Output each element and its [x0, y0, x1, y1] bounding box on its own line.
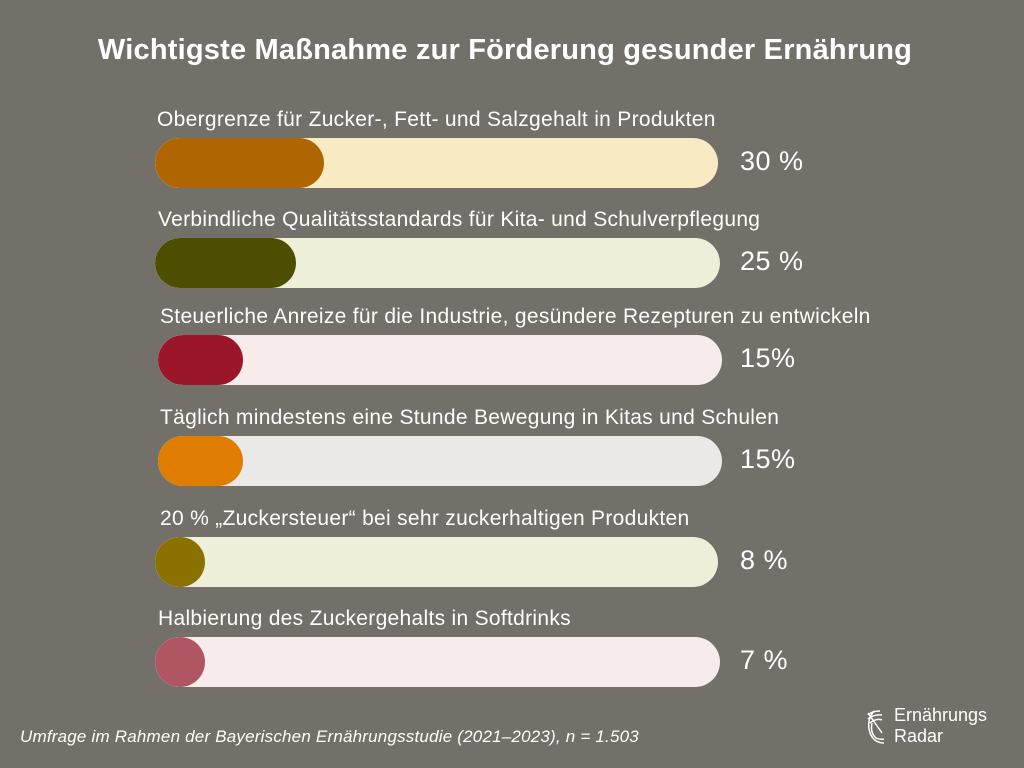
logo-text: Ernährungs Radar	[894, 705, 987, 747]
bar-label: Obergrenze für Zucker-, Fett- und Salzge…	[157, 108, 716, 131]
bar-track	[155, 138, 718, 188]
bar-track	[158, 335, 722, 385]
bar-fill	[158, 335, 243, 385]
footnote: Umfrage im Rahmen der Bayerischen Ernähr…	[20, 727, 639, 746]
chart-title: Wichtigste Maßnahme zur Förderung gesund…	[97, 34, 913, 66]
bar-row: Täglich mindestens eine Stunde Bewegung …	[0, 406, 1024, 506]
bar-row: Halbierung des Zuckergehalts in Softdrin…	[0, 607, 1024, 707]
bar-chart: Obergrenze für Zucker-, Fett- und Salzge…	[0, 108, 1024, 687]
bar-row: Steuerliche Anreize für die Industrie, g…	[0, 305, 1024, 405]
bar-track	[155, 238, 720, 288]
bar-fill	[155, 537, 205, 587]
logo-line-2: Radar	[894, 726, 944, 746]
bar-label: Steuerliche Anreize für die Industrie, g…	[160, 305, 871, 328]
bar-value-label: 15%	[740, 343, 796, 373]
bar-track	[158, 436, 722, 486]
bar-track	[155, 637, 720, 687]
logo: Ernährungs Radar	[864, 705, 1014, 753]
bar-fill	[155, 138, 324, 188]
bar-track	[155, 537, 718, 587]
bar-value-label: 7 %	[740, 645, 789, 675]
bar-row: Verbindliche Qualitätsstandards für Kita…	[0, 208, 1024, 308]
bar-row: 20 % „Zuckersteuer“ bei sehr zuckerhalti…	[0, 507, 1024, 607]
bar-fill	[155, 637, 205, 687]
bar-value-label: 15%	[740, 444, 796, 474]
bar-value-label: 30 %	[740, 146, 804, 176]
bar-value-label: 8 %	[740, 545, 789, 575]
bar-value-label: 25 %	[740, 246, 804, 276]
bar-label: Täglich mindestens eine Stunde Bewegung …	[160, 406, 780, 429]
logo-line-1: Ernährungs	[894, 705, 988, 725]
bar-label: 20 % „Zuckersteuer“ bei sehr zuckerhalti…	[160, 507, 690, 530]
bar-fill	[158, 436, 243, 486]
bar-label: Halbierung des Zuckergehalts in Softdrin…	[158, 607, 571, 630]
radar-arc-icon	[867, 710, 885, 744]
bar-row: Obergrenze für Zucker-, Fett- und Salzge…	[0, 108, 1024, 208]
bar-label: Verbindliche Qualitätsstandards für Kita…	[158, 208, 761, 231]
bar-fill	[155, 238, 297, 288]
